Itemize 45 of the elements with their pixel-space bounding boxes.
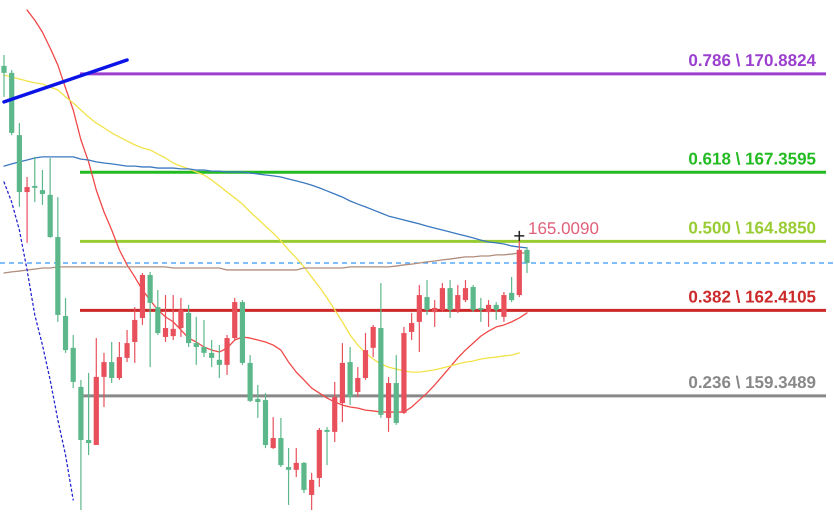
candlestick	[24, 176, 30, 244]
candlestick	[432, 300, 438, 328]
candlestick	[124, 329, 130, 363]
candlestick	[216, 344, 222, 379]
candlestick	[209, 339, 214, 368]
candlestick	[524, 246, 530, 274]
candlestick	[486, 300, 492, 328]
candlestick	[40, 169, 46, 206]
candlestick	[309, 472, 314, 511]
candlestick	[170, 294, 176, 341]
ref-line-label: 0.382 \ 162.4105	[688, 287, 816, 306]
candlestick	[194, 316, 199, 366]
candlestick	[270, 416, 276, 450]
candlestick	[424, 279, 430, 316]
candlestick	[109, 341, 114, 384]
candlestick	[116, 341, 122, 381]
ref-line-label: 0.236 \ 159.3489	[688, 372, 816, 392]
candlestick	[255, 384, 260, 419]
candlestick	[178, 297, 184, 338]
candlestick	[132, 306, 138, 364]
ref-line-label: 0.786 \ 170.8824	[688, 50, 817, 70]
ref-line-label: 0.500 \ 164.8850	[688, 218, 816, 238]
candlestick	[201, 319, 207, 358]
candlestick	[462, 279, 468, 303]
candlestick	[324, 426, 330, 466]
candlestick	[494, 301, 499, 321]
candlestick	[294, 447, 299, 478]
candlestick	[355, 366, 360, 398]
candlestick	[370, 324, 376, 358]
candlestick	[440, 282, 445, 313]
candlestick	[1, 54, 7, 98]
candlestick	[101, 352, 107, 408]
candlestick	[455, 284, 460, 314]
ref-line-label: 0.618 \ 167.3595	[688, 149, 816, 168]
candlestick	[86, 372, 92, 456]
candlestick	[478, 297, 484, 322]
candlestick	[447, 279, 453, 319]
candlestick	[286, 447, 292, 506]
candlestick	[162, 294, 168, 343]
candlestick	[409, 312, 414, 341]
candlestick	[509, 276, 514, 303]
candlestick	[32, 156, 38, 203]
annotation: 165.0090	[528, 218, 599, 238]
candlestick	[470, 284, 476, 313]
candlestick	[501, 291, 507, 322]
